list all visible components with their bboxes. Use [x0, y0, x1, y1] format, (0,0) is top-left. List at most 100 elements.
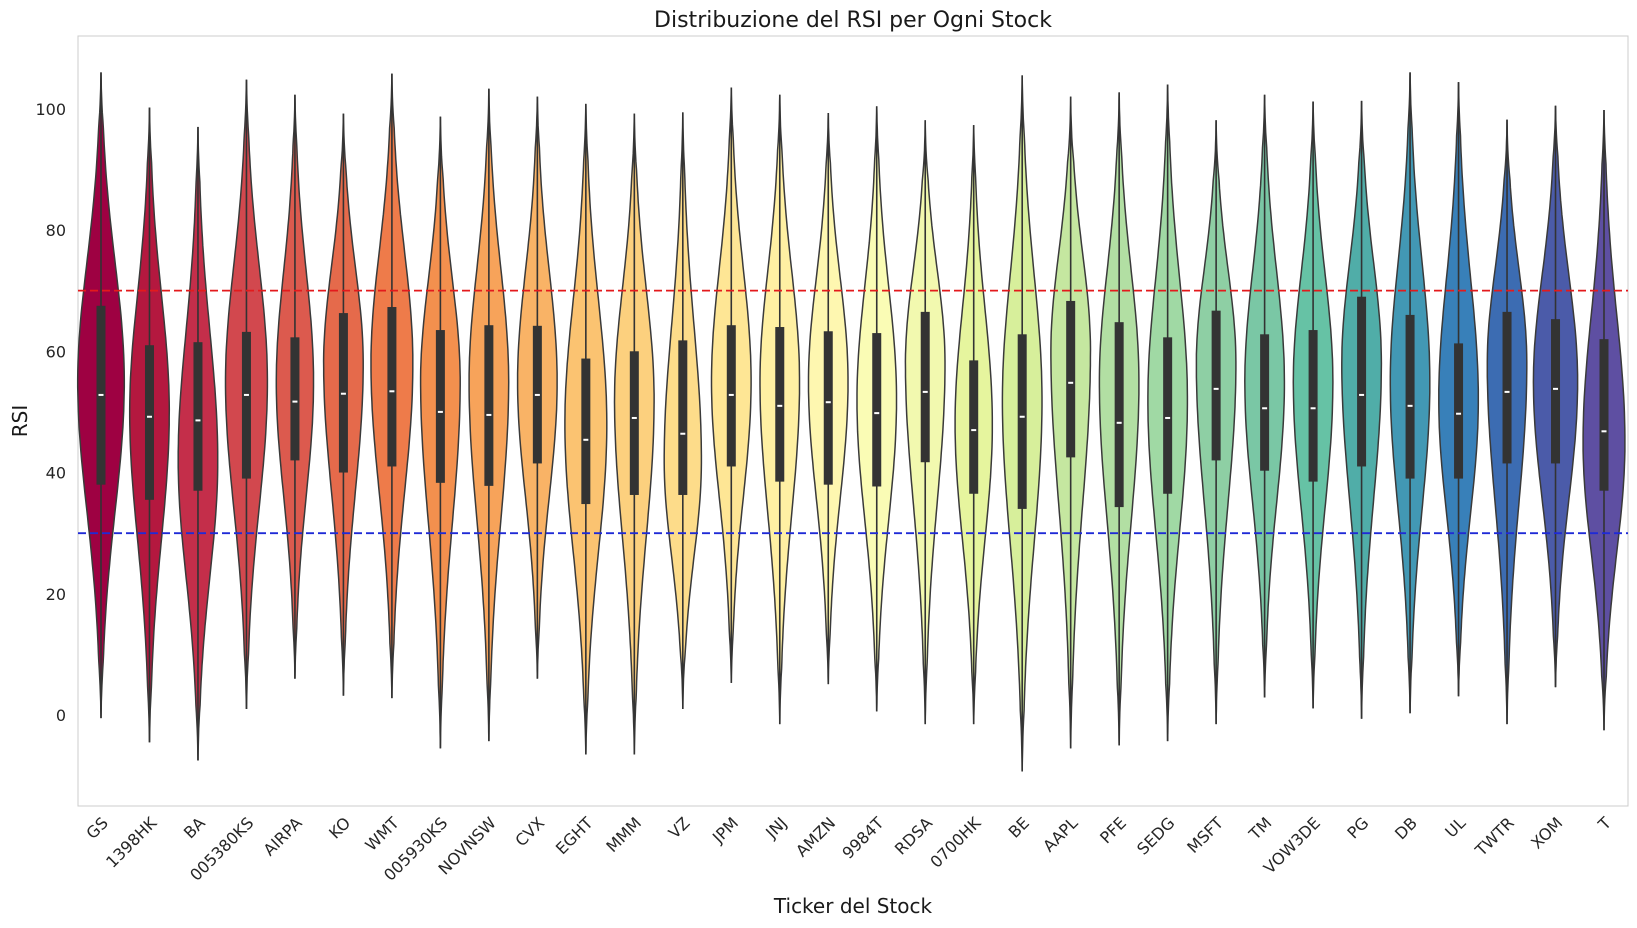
x-tick-label: DB [1391, 813, 1421, 843]
violin-median [874, 412, 880, 415]
x-tick-label: BE [1005, 813, 1033, 841]
violin-BE [1001, 75, 1043, 772]
violin-PG [1341, 100, 1383, 719]
violin-GS [76, 72, 126, 719]
violin-XOM [1532, 105, 1579, 688]
violin-005380KS [224, 79, 269, 710]
violin-median [195, 419, 201, 422]
violin-iqr-box [484, 325, 494, 486]
violin-median [1019, 415, 1025, 418]
x-tick-label: MSFT [1183, 813, 1227, 857]
violin-iqr-box [920, 311, 930, 463]
x-tick-label: AAPL [1039, 813, 1081, 855]
x-tick-label: UL [1441, 813, 1469, 841]
x-tick-label: 0700HK [926, 813, 985, 872]
violin-median [1359, 393, 1365, 396]
violin-005930KS [419, 116, 461, 749]
violin-PFE [1098, 92, 1140, 746]
x-tick-label: MMM [602, 813, 645, 856]
y-axis-ticks: 0 20 40 60 80 100 [35, 100, 66, 725]
x-tick-label: JNJ [761, 813, 790, 842]
violin-median [340, 392, 346, 395]
violin-median [1262, 407, 1268, 410]
violin-JPM [710, 87, 752, 683]
violin-SEDG [1147, 84, 1189, 742]
violin-CVX [516, 96, 558, 679]
violin-iqr-box [1114, 322, 1124, 508]
y-tick-label: 0 [56, 706, 66, 725]
violin-median [98, 393, 104, 396]
violin-T [1582, 109, 1626, 731]
violin-median [486, 413, 492, 416]
x-tick-label: PG [1343, 813, 1372, 842]
x-tick-label: 1398HK [102, 813, 161, 872]
violin-iqr-box [1308, 330, 1318, 482]
y-tick-label: 100 [35, 100, 66, 119]
reference-lines [78, 289, 1628, 535]
x-tick-label: KO [325, 813, 354, 842]
violin-0700HK [954, 125, 994, 725]
violin-iqr-box [1502, 311, 1512, 464]
violin-EGHT [564, 103, 608, 755]
violin-MMM [613, 113, 655, 755]
violin-iqr-box [581, 358, 591, 505]
x-tick-label: TWTR [1471, 813, 1518, 860]
violin-iqr-box [775, 327, 785, 482]
violin-WMT [370, 73, 414, 699]
violin-BA [177, 126, 219, 761]
violin-9984T [856, 106, 898, 712]
x-tick-label: AMZN [792, 813, 839, 860]
x-tick-label: XOM [1527, 813, 1566, 852]
violin-VZ [663, 112, 703, 710]
violin-median [680, 432, 686, 435]
violin-AAPL [1050, 96, 1092, 749]
violin-iqr-box [872, 333, 882, 487]
violin-UL [1438, 82, 1480, 697]
violin-median [728, 393, 734, 396]
violin-iqr-box [1405, 314, 1415, 479]
violin-iqr-box [1551, 319, 1561, 464]
x-axis-label: Ticker del Stock [773, 894, 933, 918]
y-tick-label: 20 [46, 585, 66, 604]
violin-iqr-box [193, 342, 203, 491]
violin-iqr-box [144, 345, 154, 500]
violin-AIRPA [275, 94, 315, 679]
x-tick-label: 9984T [838, 813, 887, 862]
x-tick-label: TM [1245, 813, 1276, 844]
violin-iqr-box [435, 330, 445, 483]
violin-iqr-box [387, 307, 397, 467]
x-tick-label: VZ [665, 813, 694, 842]
x-tick-label: JPM [708, 813, 742, 847]
x-tick-label: EGHT [552, 813, 597, 858]
violin-median [1165, 416, 1171, 419]
violin-DB [1389, 72, 1431, 714]
violin-median [243, 393, 249, 396]
violin-iqr-box [1017, 334, 1027, 509]
violin-KO [322, 113, 364, 696]
violin-JNJ [759, 94, 801, 725]
violin-median [825, 401, 831, 404]
violin-iqr-box [629, 351, 639, 495]
violin-median [437, 410, 443, 413]
x-tick-label: PFE [1096, 813, 1130, 847]
violin-iqr-box [1066, 300, 1076, 458]
x-tick-label: RDSA [891, 813, 936, 858]
violin-1398HK [128, 107, 171, 743]
x-tick-label: WMT [361, 813, 402, 854]
violin-median [292, 400, 298, 403]
violin-iqr-box [678, 340, 688, 495]
y-axis-label: RSI [8, 405, 32, 438]
violin-median [1456, 412, 1462, 415]
violin-NOVNSW [468, 88, 510, 742]
violin-median [971, 429, 977, 432]
violin-iqr-box [1260, 334, 1270, 471]
violin-median [534, 393, 540, 396]
violin-median [1407, 404, 1413, 407]
x-tick-label: T [1594, 813, 1615, 834]
violin-VOW3DE [1292, 101, 1334, 709]
violin-iqr-box [290, 337, 300, 461]
violin-median [777, 404, 783, 407]
violin-iqr-box [1599, 339, 1609, 491]
